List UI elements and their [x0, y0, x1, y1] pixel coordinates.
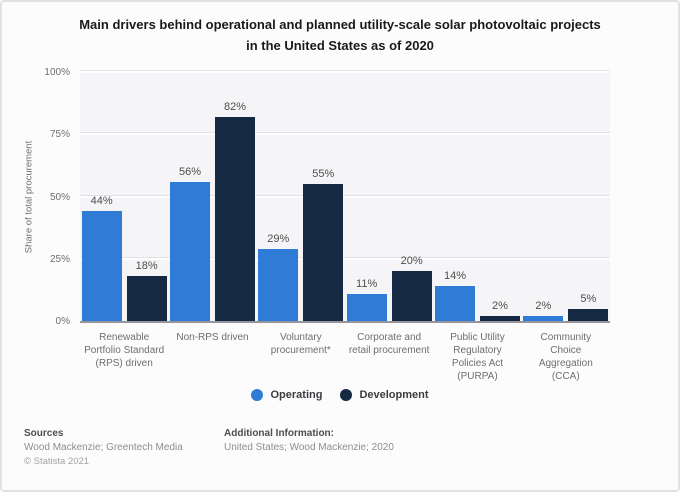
footer: Sources Wood Mackenzie; Greentech Media … — [2, 427, 678, 469]
bar-cell: 2% — [479, 72, 520, 321]
bar-cell: 55% — [303, 72, 344, 321]
legend-dot-icon — [340, 389, 353, 401]
chart-title: Main drivers behind operational and plan… — [2, 2, 678, 56]
bar-cell: 2% — [523, 72, 564, 321]
y-tick-label: 50% — [49, 191, 70, 203]
sources-heading: Sources — [24, 428, 64, 439]
bar-value-label: 44% — [90, 195, 113, 208]
gridline — [80, 71, 610, 73]
bar-cell: 29% — [258, 72, 299, 321]
bar-group: 14% 2% — [433, 72, 521, 321]
bar-development — [568, 308, 609, 321]
additional-info-heading: Additional Information: — [224, 428, 334, 439]
bar-operating — [346, 293, 387, 321]
bar-cell: 20% — [391, 72, 432, 321]
bar-group: 11% 20% — [345, 72, 433, 321]
category-label: Renewable Portfolio Standard (RPS) drive… — [84, 332, 165, 369]
x-axis-labels: Renewable Portfolio Standard (RPS) drive… — [80, 323, 610, 382]
legend-item-development: Development — [340, 389, 429, 401]
bar-cell: 5% — [568, 72, 609, 321]
chart-title-line2: in the United States as of 2020 — [246, 38, 434, 53]
y-axis-title: Share of total procurement — [23, 140, 35, 253]
category-label: Community Choice Aggregation (CCA) — [538, 332, 593, 382]
bar-cell: 82% — [214, 72, 255, 321]
bar-value-label: 20% — [400, 255, 423, 268]
bar-operating — [81, 211, 122, 321]
bar-value-label: 56% — [178, 165, 201, 178]
bar-development — [303, 184, 344, 321]
legend-label: Operating — [270, 389, 323, 401]
bar-group: 56% 82% — [168, 72, 256, 321]
legend-label: Development — [359, 389, 429, 401]
bar-operating — [523, 316, 564, 321]
y-tick-label: 75% — [49, 129, 70, 141]
legend-dot-icon — [251, 389, 264, 401]
bar-cell: 44% — [81, 72, 122, 321]
legend: Operating Development — [2, 387, 678, 403]
y-tick-label: 100% — [44, 67, 70, 78]
bar-cell: 14% — [434, 72, 475, 321]
bar-group: 44% 18% — [80, 72, 168, 321]
footer-additional-info: Additional Information: United States; W… — [224, 427, 394, 469]
bar-development — [391, 271, 432, 321]
bar-value-label: 82% — [223, 100, 246, 113]
chart-title-line1: Main drivers behind operational and plan… — [79, 17, 601, 32]
gridline — [80, 133, 610, 136]
bar-value-label: 2% — [492, 300, 508, 313]
bar-cell: 11% — [346, 72, 387, 321]
legend-item-operating: Operating — [251, 389, 322, 401]
statista-copyright: © Statista 2021 — [24, 456, 90, 467]
plot-area: Share of total procurement 0% 25% 50% 75% 10… — [24, 67, 610, 327]
sources-text: Wood Mackenzie; Greentech Media — [24, 442, 183, 453]
bar-cell: 18% — [126, 72, 167, 321]
chart-body: Share of total procurement 0% 25% 50% 75% 10… — [24, 67, 610, 327]
bar-group: 2% 5% — [522, 72, 610, 321]
bar-development — [479, 316, 520, 321]
bar-value-label: 55% — [312, 168, 335, 181]
bar-value-label: 2% — [535, 300, 552, 313]
bar-development — [126, 276, 167, 321]
category-label: Public Utility Regulatory Policies Act (… — [450, 332, 505, 382]
bar-operating — [434, 286, 475, 321]
bar-group: 29% 55% — [257, 72, 345, 321]
gridline — [80, 257, 610, 260]
additional-info-text: United States; Wood Mackenzie; 2020 — [224, 442, 394, 453]
category-label: Non-RPS driven — [176, 332, 249, 343]
bar-development — [214, 116, 255, 321]
y-tick-label: 0% — [55, 316, 70, 327]
bar-groups: 44% 18% 56% 82% 29% 55% 11% 20% 14% 2% 2% 5% — [80, 72, 610, 321]
category-label: Voluntary procurement* — [270, 332, 331, 356]
bar-value-label: 11% — [356, 277, 378, 290]
footer-sources: Sources Wood Mackenzie; Greentech Media … — [24, 427, 224, 469]
bar-operating — [258, 248, 299, 321]
bar-value-label: 14% — [443, 270, 466, 283]
bar-cell: 56% — [169, 72, 210, 321]
y-tick-label: 25% — [49, 253, 70, 265]
bar-operating — [169, 181, 210, 321]
bar-value-label: 5% — [580, 292, 597, 305]
bar-value-label: 18% — [135, 260, 158, 273]
category-label: Corporate and retail procurement — [348, 332, 430, 356]
gridline — [80, 195, 610, 198]
bar-value-label: 29% — [267, 232, 290, 245]
